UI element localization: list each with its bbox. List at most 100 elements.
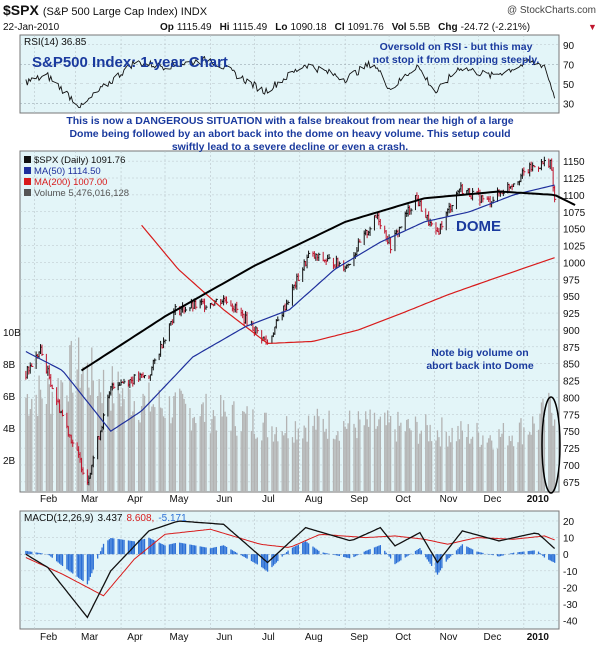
volume-bar xyxy=(99,392,102,492)
macd-histogram-bar xyxy=(61,554,64,567)
volume-bar xyxy=(201,404,203,492)
macd-histogram-bar xyxy=(107,540,109,555)
volume-bar xyxy=(451,427,453,492)
volume-bar xyxy=(70,340,72,492)
macd-histogram-bar xyxy=(240,554,242,556)
macd-histogram-bar xyxy=(271,554,273,568)
volume-bar xyxy=(60,380,62,492)
macd-histogram-bar xyxy=(479,552,481,555)
volume-bar xyxy=(486,442,488,492)
macd-histogram-bar xyxy=(220,545,222,555)
macd-histogram-bar xyxy=(510,553,512,555)
month-tick-label: Aug xyxy=(305,632,323,643)
volume-bar xyxy=(139,422,141,492)
macd-histogram-bar xyxy=(293,546,295,555)
macd-histogram-bar xyxy=(334,554,336,556)
macd-histogram-bar xyxy=(67,554,70,571)
volume-bar xyxy=(205,393,207,492)
macd-histogram-bar xyxy=(140,539,143,555)
volume-bar xyxy=(222,400,225,492)
macd-histogram-bar xyxy=(36,552,39,555)
volume-bar xyxy=(118,393,121,492)
volume-bar xyxy=(461,430,464,492)
commentary-line: swiftly lead to a severe decline or even… xyxy=(172,141,408,153)
macd-histogram-bar xyxy=(51,554,53,558)
price-tick-label: 825 xyxy=(563,377,580,388)
quote-value: 5.5B xyxy=(410,22,431,33)
macd-panel xyxy=(19,510,560,630)
volume-bar xyxy=(91,347,93,492)
volume-bar xyxy=(315,429,317,492)
volume-bar xyxy=(334,439,336,492)
macd-histogram-bar xyxy=(438,554,440,573)
volume-bar xyxy=(426,425,428,492)
macd-histogram-bar xyxy=(511,553,513,555)
series-lines xyxy=(25,55,576,619)
volume-bar xyxy=(430,441,433,492)
macd-histogram-bar xyxy=(151,539,153,555)
volume-bar xyxy=(326,438,329,492)
macd-histogram-bar xyxy=(476,551,478,555)
macd-histogram-bar xyxy=(91,554,93,574)
volume-bar xyxy=(499,436,502,492)
volume-bar xyxy=(466,436,468,492)
volume-bar xyxy=(501,433,503,492)
volume-bar xyxy=(537,429,540,492)
macd-histogram-bar xyxy=(133,541,135,555)
macd-histogram-bar xyxy=(28,551,30,555)
macd-histogram-bar xyxy=(373,547,376,555)
macd-histogram-bar xyxy=(451,554,453,555)
month-tick-label: May xyxy=(170,632,189,643)
volume-bar xyxy=(274,434,276,492)
volume-bar xyxy=(265,412,267,492)
macd-histogram-bar xyxy=(48,554,50,556)
volume-bar xyxy=(127,383,130,492)
rsi-panel xyxy=(19,34,560,114)
macd-histogram-bar xyxy=(92,554,94,570)
macd-histogram-bar xyxy=(318,550,320,555)
volume-bar xyxy=(338,440,340,492)
macd-histogram-bar xyxy=(520,551,522,555)
volume-bar xyxy=(508,435,510,492)
macd-histogram-bar xyxy=(25,550,27,555)
volume-bar xyxy=(388,422,390,492)
volume-bar xyxy=(404,431,406,492)
macd-histogram-bar xyxy=(354,554,357,557)
volume-bar xyxy=(510,441,512,492)
price-tick-label: 725 xyxy=(563,444,580,455)
price-tick-label: 900 xyxy=(563,326,580,337)
volume-bar xyxy=(480,444,483,492)
volume-bar xyxy=(69,345,71,492)
volume-bar xyxy=(353,423,355,492)
volume-bar xyxy=(80,374,83,492)
legend-entry: Volume 5,476,016,128 xyxy=(34,188,129,199)
rsi-annotation-line: not stop it from dropping steeply. xyxy=(373,54,540,66)
price-tick-label: 775 xyxy=(563,410,580,421)
volume-bar xyxy=(414,416,417,492)
month-tick-label: Oct xyxy=(395,494,411,505)
macd-histogram-bar xyxy=(143,538,146,555)
quote-line: Op 1115.49 Hi 1115.49 Lo 1090.18 Cl 1091.76 Vol 5… xyxy=(160,22,530,33)
macd-histogram-bar xyxy=(416,549,418,555)
volume-bar xyxy=(272,441,275,492)
month-tick-label: Aug xyxy=(305,494,323,505)
macd-tick-label: 20 xyxy=(563,517,575,528)
volume-bar xyxy=(489,435,491,492)
macd-histogram-bar xyxy=(291,547,294,555)
volume-bar xyxy=(158,389,160,492)
volume-bar xyxy=(36,415,39,492)
macd-tick-label: -10 xyxy=(563,567,578,578)
price-tick-label: 925 xyxy=(563,309,580,320)
month-tick-label: Jun xyxy=(216,632,232,643)
macd-histogram-bar xyxy=(113,538,115,555)
macd-histogram-bar xyxy=(283,554,285,556)
price-tick-label: 1025 xyxy=(563,242,586,253)
volume-bar xyxy=(322,418,324,492)
volume-bar xyxy=(243,411,245,492)
quote-label: Op xyxy=(160,22,174,33)
volume-bar xyxy=(184,403,187,492)
volume-bar xyxy=(133,401,135,492)
macd-histogram-bar xyxy=(284,553,286,555)
macd-histogram-bar xyxy=(400,554,402,561)
